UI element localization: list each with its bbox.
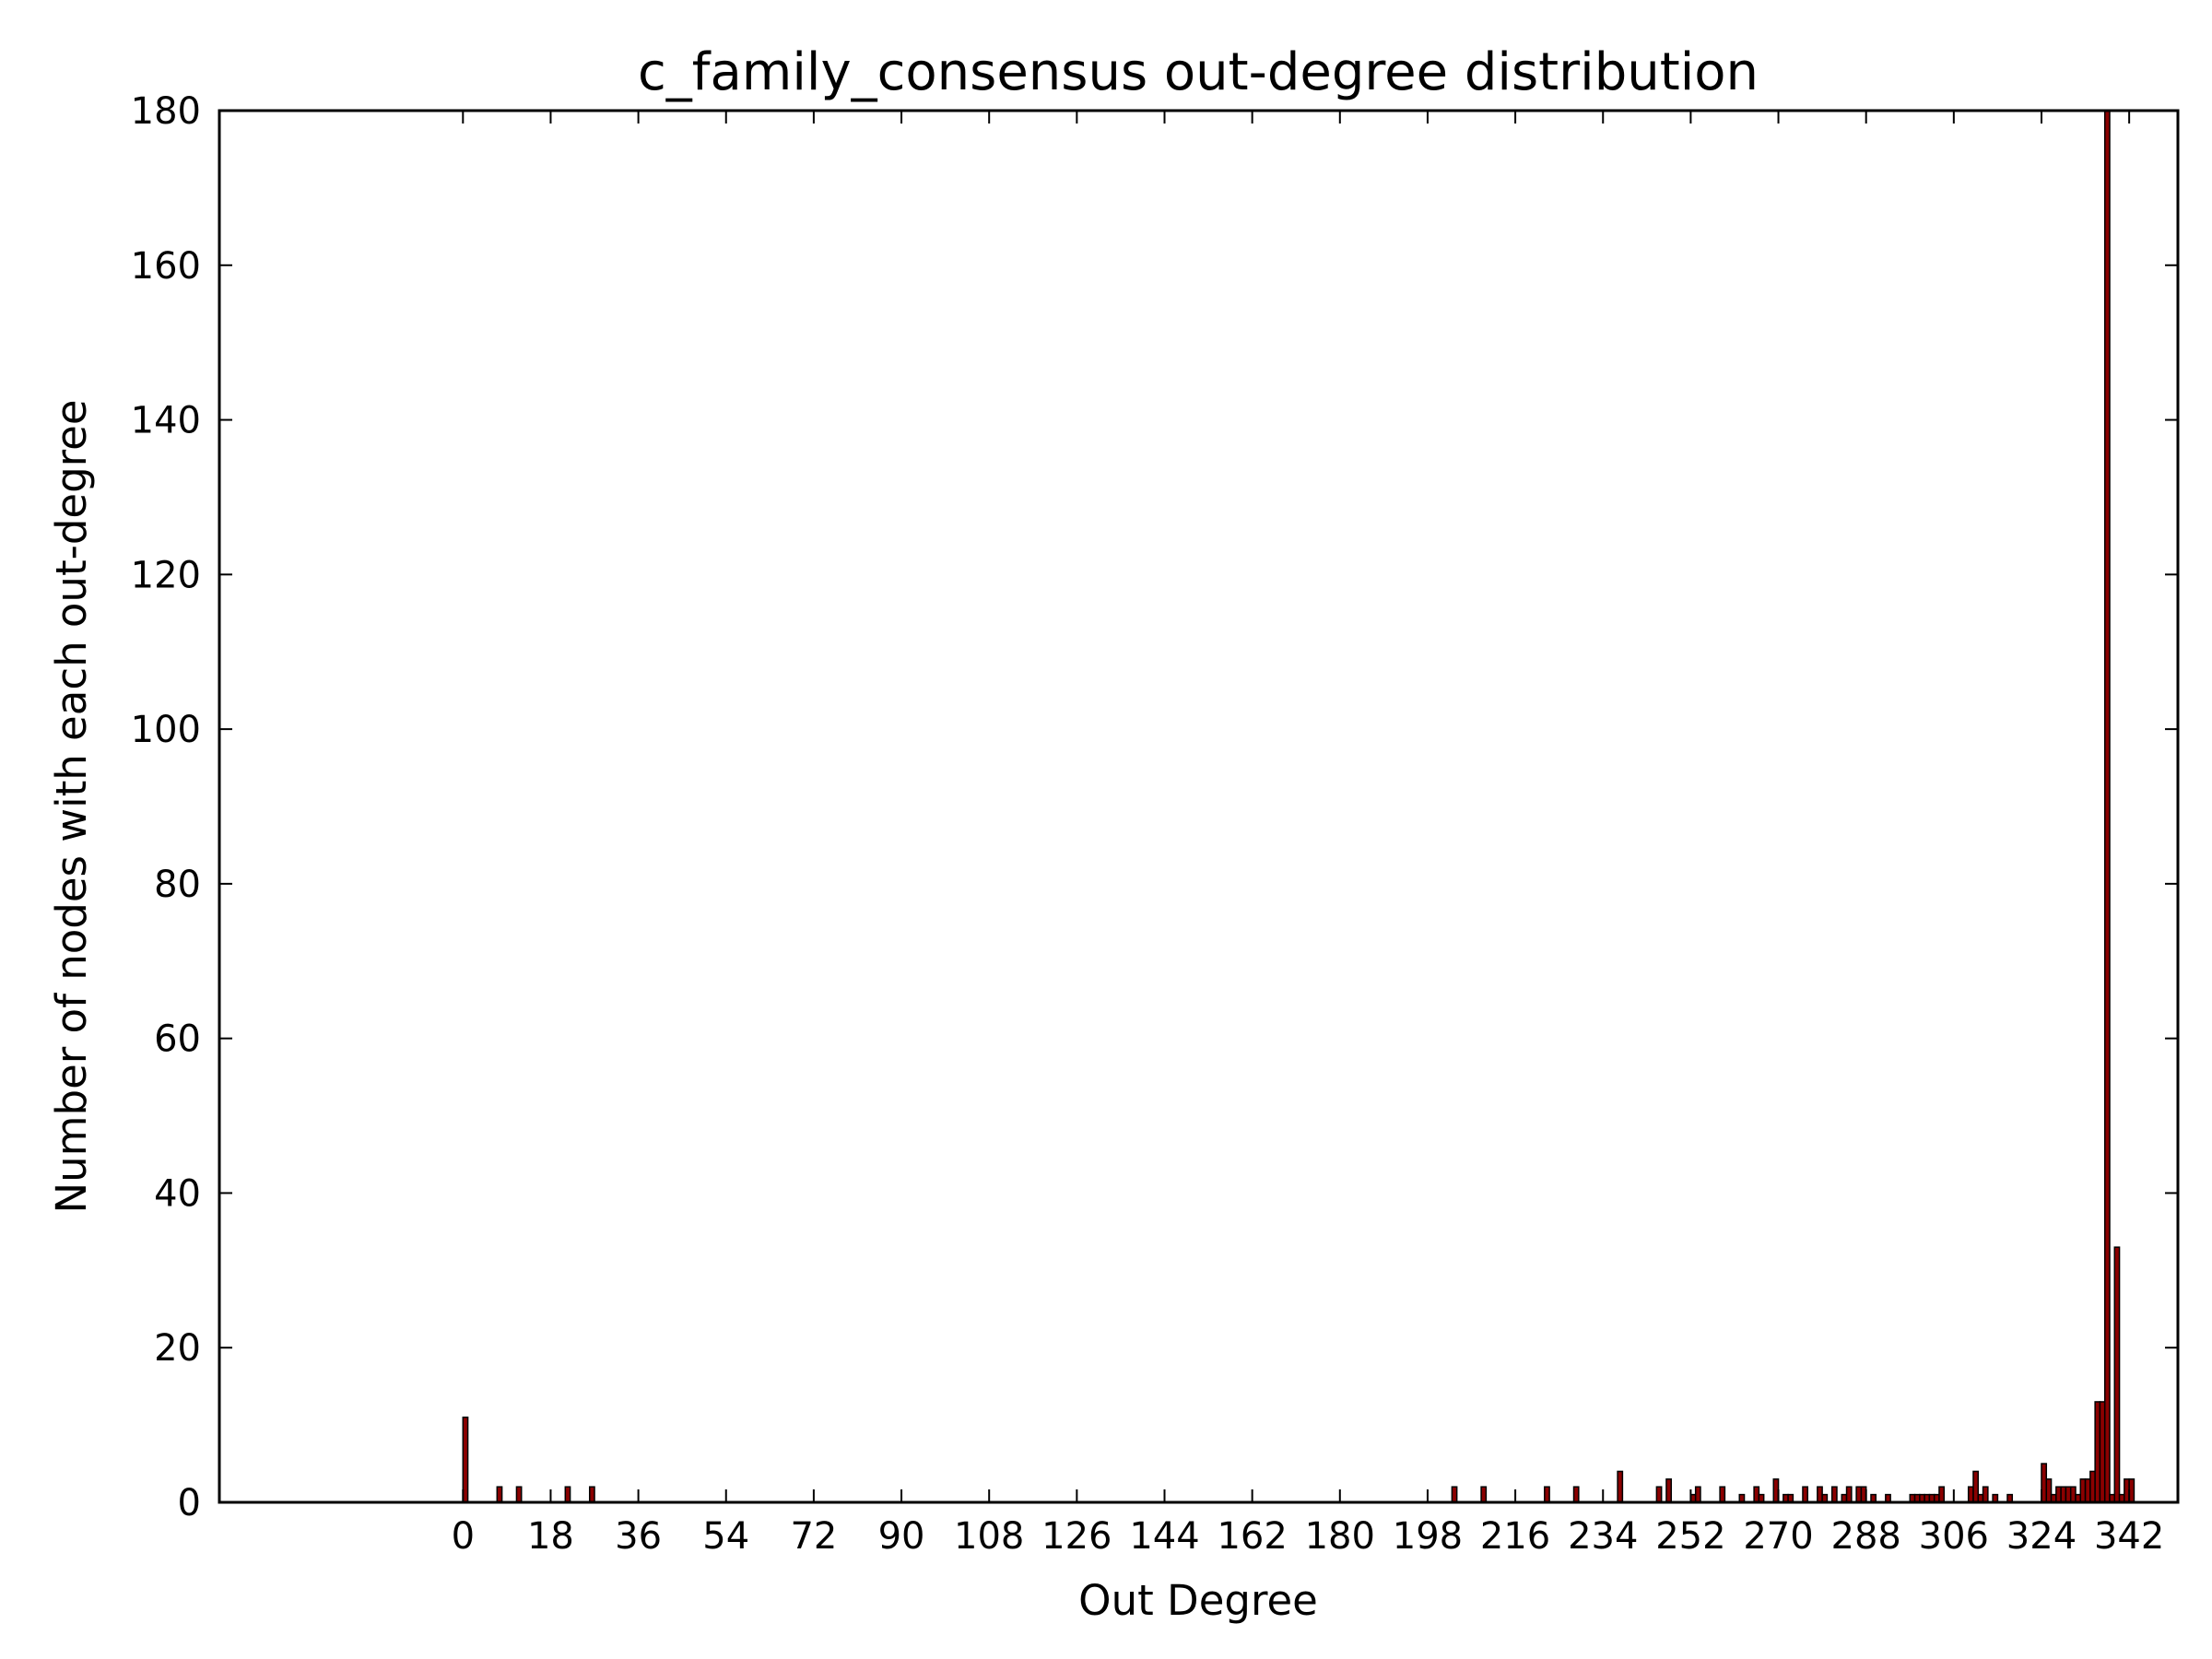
chart-title: c_family_consensus out-degree distributi… [638,42,1759,102]
bar [2060,1486,2067,1503]
bar [1665,1478,1672,1503]
bar-series [462,110,2136,1503]
axis-ticks [219,110,2178,1503]
bar [1655,1486,1663,1503]
bar [1572,1486,1580,1503]
x-tick-label: 306 [1919,1515,1989,1558]
x-tick-label: 288 [1831,1515,1901,1558]
x-axis-tick-labels: 0 18 36 54 72 90 108 126 144 162 180 198 216 234 252 27… [452,1515,2165,1558]
bar [2065,1486,2072,1503]
bar [2079,1478,2087,1503]
plot-frame [218,109,2180,1504]
bar [1694,1486,1701,1503]
x-tick-label: 90 [878,1515,925,1558]
y-tick-label: 0 [178,1482,201,1524]
y-tick-label: 80 [154,864,201,906]
bar [564,1486,571,1503]
x-tick-label: 270 [1743,1515,1813,1558]
x-axis-title: Out Degree [1078,1576,1318,1625]
x-tick-label: 216 [1480,1515,1550,1558]
x-tick-label: 72 [790,1515,837,1558]
x-tick-label: 162 [1217,1515,1287,1558]
x-tick-label: 18 [527,1515,574,1558]
bar [2089,1470,2096,1503]
bar [2045,1478,2053,1503]
bar [2069,1486,2077,1503]
x-tick-label: 342 [2094,1515,2164,1558]
bar [1451,1486,1458,1503]
x-tick-label: 144 [1129,1515,1199,1558]
bar [1967,1486,1974,1503]
bar [2094,1401,2101,1503]
bar [2099,1401,2106,1503]
y-tick-label: 60 [154,1018,201,1061]
bar [1480,1486,1488,1503]
y-tick-label: 40 [154,1172,201,1215]
y-tick-label: 120 [131,554,201,596]
bar [515,1486,523,1503]
bar [1845,1486,1853,1503]
x-tick-label: 126 [1041,1515,1112,1558]
bar [1830,1486,1838,1503]
bar [1938,1486,1946,1503]
bar [2103,110,2111,1503]
bar [588,1486,595,1503]
x-tick-label: 180 [1305,1515,1375,1558]
bar [496,1486,503,1503]
x-tick-label: 252 [1655,1515,1725,1558]
bar [1855,1486,1863,1503]
bar [2113,1246,2121,1503]
bar [2055,1486,2062,1503]
bar [1802,1486,1809,1503]
bar [1817,1486,1823,1503]
y-tick-label: 100 [131,709,201,751]
x-tick-label: 108 [954,1515,1024,1558]
y-tick-label: 140 [131,400,201,442]
x-tick-label: 198 [1393,1515,1463,1558]
x-tick-label: 36 [615,1515,662,1558]
bar [1972,1470,1980,1503]
y-axis-title: Number of nodes with each out-degree [47,399,96,1213]
y-tick-label: 20 [154,1327,201,1370]
bar [1544,1486,1550,1503]
bar [1753,1486,1760,1503]
y-axis-tick-labels: 0 20 40 60 80 100 120 140 160 180 [131,90,201,1524]
bar [1982,1486,1989,1503]
x-tick-label: 54 [702,1515,749,1558]
y-tick-label: 180 [131,90,201,133]
y-tick-label: 160 [131,245,201,288]
bar [1719,1486,1726,1503]
bar [1617,1470,1624,1503]
bar [2084,1478,2091,1503]
x-tick-label: 0 [452,1515,475,1558]
x-tick-label: 324 [2006,1515,2077,1558]
x-tick-label: 234 [1568,1515,1638,1558]
